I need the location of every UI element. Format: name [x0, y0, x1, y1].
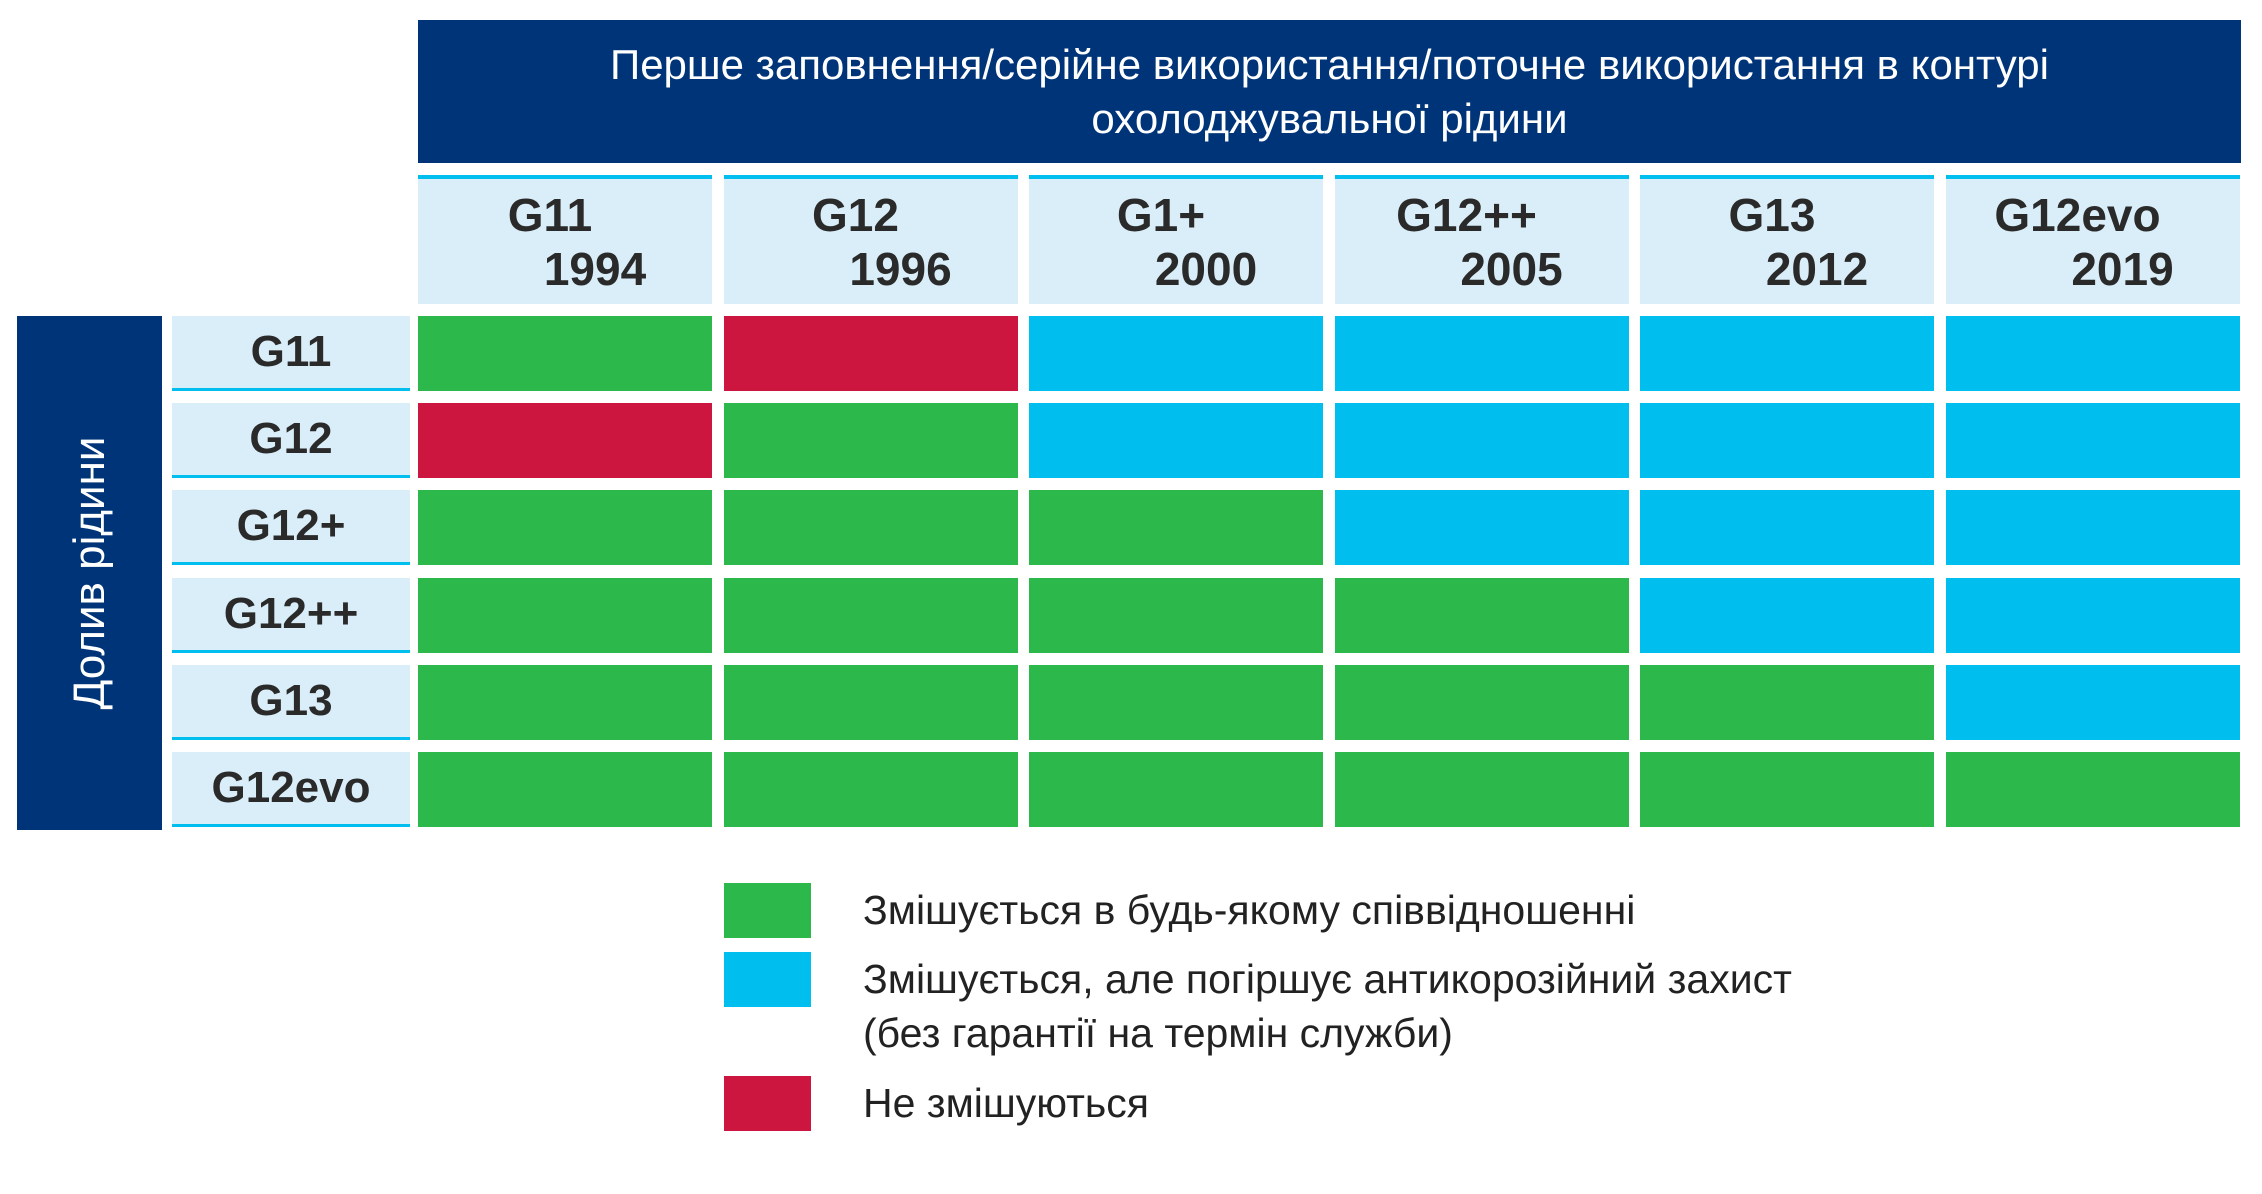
compat-cell [1029, 316, 1323, 391]
compat-cell [418, 664, 712, 740]
compat-cell [723, 664, 1018, 740]
side-label: Долив рідини [64, 436, 114, 710]
compat-cell [1029, 577, 1323, 653]
compat-cell [1945, 664, 2240, 740]
compat-cell [1029, 403, 1323, 479]
legend-swatch [724, 952, 811, 1007]
column-name: G12 [812, 188, 899, 241]
compat-cell [1334, 577, 1629, 653]
column-year: 2000 [1154, 242, 1258, 295]
compat-cell [1640, 577, 1934, 653]
compat-cell [1640, 403, 1934, 479]
compat-cell [1945, 752, 2240, 827]
compat-cell [1945, 490, 2240, 566]
compat-cell [1029, 490, 1323, 566]
column-header: G13 2012 [1640, 175, 1934, 304]
compat-cell [1945, 577, 2240, 653]
compat-cell [1334, 403, 1629, 479]
column-name: G13 [1728, 188, 1816, 241]
column-year: 2005 [1460, 242, 1563, 295]
row-header: G12 [172, 403, 410, 479]
column-header: G11 1994 [418, 175, 712, 304]
compat-cell [1640, 490, 1934, 566]
column-name: G1+ [1116, 188, 1206, 241]
compat-cell [1334, 752, 1629, 827]
legend-swatch [724, 883, 811, 938]
row-header: G11 [172, 316, 410, 391]
compat-cell [418, 316, 712, 391]
table-header: Перше заповнення/серійне використання/по… [418, 20, 2241, 163]
compat-cell [1334, 664, 1629, 740]
column-year: 2019 [2071, 242, 2174, 295]
compat-cell [723, 752, 1018, 827]
compat-cell [1640, 664, 1934, 740]
row-header: G13 [172, 664, 410, 740]
compat-cell [1334, 316, 1629, 391]
column-year: 1994 [543, 242, 647, 295]
column-header: G1+ 2000 [1029, 175, 1323, 304]
legend-text: Змішується, але погіршує антикорозійний … [863, 956, 1792, 1056]
row-header: G12+ [172, 490, 410, 566]
compat-cell [1640, 316, 1934, 391]
column-name: G11 [507, 188, 593, 241]
column-header: G12++ 2005 [1334, 175, 1629, 304]
compat-cell [1640, 752, 1934, 827]
legend-text: Не змішуються [863, 1080, 1149, 1126]
column-header: G12evo 2019 [1945, 175, 2240, 304]
compat-cell [1334, 490, 1629, 566]
column-year: 1996 [849, 242, 952, 295]
compat-cell [723, 490, 1018, 566]
column-name: G12++ [1396, 188, 1537, 241]
compat-cell [418, 752, 712, 827]
column-name: G12evo [1994, 188, 2161, 241]
compat-cell [1945, 403, 2240, 479]
column-header: G12 1996 [723, 175, 1018, 304]
side-bar: Долив рідини [17, 316, 162, 830]
compat-cell [418, 490, 712, 566]
legend-swatch [724, 1076, 811, 1131]
compat-cell [1029, 664, 1323, 740]
legend-text: Змішується в будь-якому співвідношенні [863, 887, 1636, 933]
row-header: G12++ [172, 577, 410, 653]
column-year: 2012 [1765, 242, 1869, 295]
compat-cell [1945, 316, 2240, 391]
compat-cell [723, 577, 1018, 653]
compat-cell [723, 403, 1018, 479]
compat-cell [418, 403, 712, 479]
header-title: Перше заповнення/серійне використання/по… [610, 40, 2049, 142]
compat-cell [418, 577, 712, 653]
compat-cell [723, 316, 1018, 391]
row-header: G12evo [172, 752, 410, 827]
compat-cell [1029, 752, 1323, 827]
